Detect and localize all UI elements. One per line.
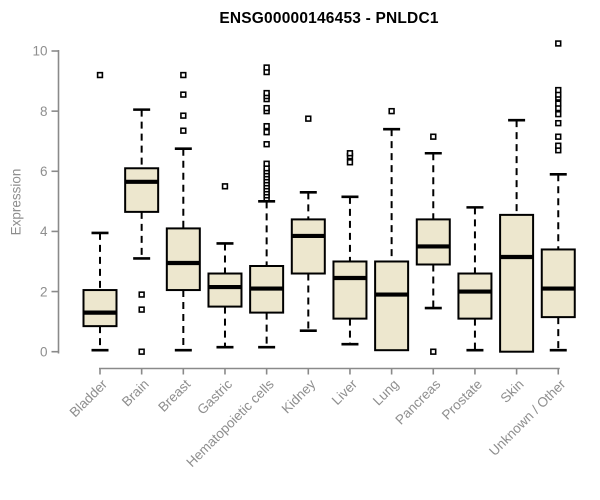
outlier-point [388,107,395,115]
outlier-point [555,110,562,118]
outlier-point [138,306,145,313]
outlier-point [96,71,104,79]
boxplot-group-liver [332,150,368,346]
x-category-label: Pancreas [392,376,443,427]
boxplot-group-skin [499,118,535,353]
boxplot-group-bladder [82,71,118,352]
x-category-label: Lung [370,377,402,409]
outlier-point [263,104,270,112]
x-category-label: Skin [498,377,527,406]
boxplot-group-brain [124,108,160,355]
iqr-box [124,167,160,213]
outlier-point [555,133,562,140]
iqr-box [415,218,451,266]
x-category-label: Unknown / Other [486,376,569,459]
boxplot-group-gastric [207,183,243,349]
x-category-label: Liver [329,376,361,408]
outlier-point [305,115,312,122]
x-category-label: Bladder [67,376,111,420]
x-category-label: Kidney [279,376,319,416]
outlier-point [346,159,354,166]
boxplot-group-hematopoietic-cells [249,64,285,349]
boxplot-group-breast [165,71,201,352]
iqr-box [499,213,535,353]
iqr-box [332,260,368,320]
outlier-point [555,100,562,107]
chart-title: ENSG00000146453 - PNLDC1 [219,10,439,27]
outlier-point [430,133,437,140]
outlier-point [263,141,270,148]
outlier-point [555,40,562,47]
outlier-point [263,160,270,167]
outlier-point [555,142,562,149]
outlier-point [263,122,270,130]
x-category-label: Gastric [194,376,235,417]
iqr-box [82,289,118,328]
iqr-box [165,227,201,292]
y-tick-label: 4 [40,224,48,239]
outlier-point [221,183,229,190]
outlier-point [346,150,354,157]
outlier-point [555,86,562,94]
x-category-label: Brain [119,377,152,410]
y-tick-label: 2 [40,284,48,299]
y-tick-label: 10 [32,44,47,59]
y-tick-label: 8 [40,104,48,119]
outlier-point [180,127,187,134]
outlier-point [430,348,437,355]
y-tick-label: 6 [40,164,48,179]
outlier-point [555,119,562,127]
iqr-box [374,260,410,352]
boxplot-group-pancreas [415,133,451,355]
iqr-box [540,248,576,319]
iqr-box [207,272,243,308]
outlier-point [180,71,187,79]
boxplot-group-unknown-other [540,40,576,352]
outlier-point [138,348,145,355]
x-category-label: Prostate [439,377,485,423]
outlier-point [263,64,270,71]
x-category-label: Breast [155,376,193,414]
outlier-point [138,291,145,298]
boxplot-group-lung [374,107,410,352]
outlier-point [180,112,187,119]
boxplot-group-prostate [457,206,493,352]
y-tick-label: 0 [40,344,48,359]
iqr-box [290,218,326,275]
outlier-point [263,89,270,97]
outlier-point [180,91,187,98]
outlier-point [263,128,270,136]
iqr-box [457,272,493,320]
boxplot-group-kidney [290,115,326,332]
